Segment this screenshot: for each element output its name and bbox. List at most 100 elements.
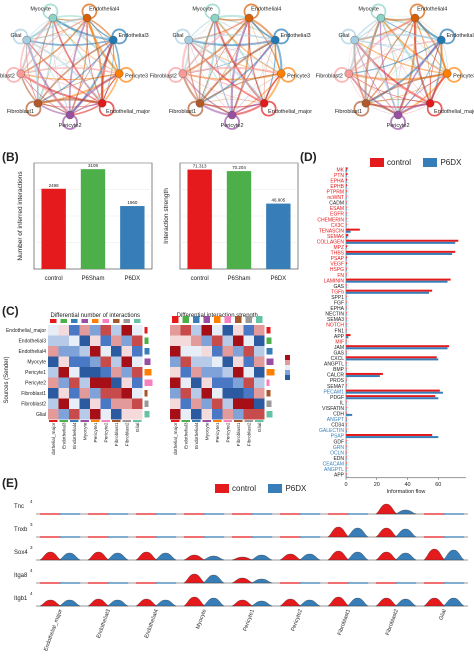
heatmap-cell: [212, 409, 223, 420]
network-node-label: Endothelial_major: [268, 109, 312, 115]
heatmap-cell: [222, 367, 233, 378]
network-edge: [25, 39, 71, 116]
heatmap-cell: [79, 325, 90, 336]
heatmap-cell: [69, 346, 80, 357]
heatmap-top-bar: [203, 316, 210, 323]
flow-bar-p6dx: [346, 203, 347, 205]
pathway-label: IL: [340, 400, 344, 406]
flow-bar-control: [346, 256, 347, 259]
flow-bar-control: [346, 273, 347, 276]
pathway-label: EPHA: [330, 306, 344, 312]
network-edge: [397, 17, 416, 116]
heatmap-cell: [191, 325, 202, 336]
heatmap-cell: [254, 325, 265, 336]
heatmap-cell: [222, 356, 233, 367]
heatmap-cell: [233, 388, 244, 399]
heatmap-top-bar: [245, 316, 252, 323]
legend-control: control: [387, 158, 412, 167]
heatmap-cell: [48, 409, 59, 420]
panel-c-letter: (C): [2, 304, 19, 318]
heatmap-cell: [201, 325, 212, 336]
pathway-label: BMP: [333, 367, 345, 373]
network-edge: [397, 39, 442, 116]
flow-bar-p6dx: [346, 197, 347, 200]
network-edge: [354, 39, 367, 104]
heatmap-cell: [254, 335, 265, 346]
flow-bar-control: [346, 328, 347, 331]
flow-bar-control: [346, 334, 351, 337]
network-node-label: Fibroblast2: [316, 73, 343, 79]
cluster-label: Endothelial_major: [43, 608, 64, 652]
bar-chart-ylabel: Number of inferred interactions: [17, 171, 24, 261]
pathway-label: PDGF: [330, 395, 344, 401]
network-node-label: Endothelial4: [89, 7, 119, 13]
flow-bar-p6dx: [346, 258, 347, 261]
heatmap-cell: [58, 377, 69, 388]
flow-bar-control: [346, 472, 347, 475]
heatmap-bottom-strip: [101, 420, 110, 422]
legend-p6dx-e: P6DX: [285, 484, 307, 493]
violin-shape: [202, 597, 225, 607]
flow-bar-control: [346, 200, 347, 203]
heatmap-cell: [111, 346, 122, 357]
heatmap-top-bar: [113, 319, 120, 323]
heatmap-cell: [100, 367, 111, 378]
heatmap-cell: [132, 388, 143, 399]
flow-bar-control: [346, 445, 347, 448]
network-edge: [348, 73, 431, 104]
heatmap-cell: [58, 367, 69, 378]
flow-bar-p6dx: [346, 186, 347, 189]
flow-bar-control: [346, 372, 383, 375]
panel-c: Sources (Sender) Differential number of i…: [0, 305, 300, 461]
network-node-label: Glial: [338, 33, 349, 39]
heatmap-cell: [100, 356, 111, 367]
pathway-label: MK: [337, 167, 345, 173]
flow-bar-control: [346, 456, 347, 459]
bar: [266, 203, 291, 269]
heatmap-cell: [69, 325, 80, 336]
bar-category-label: control: [45, 276, 63, 282]
flow-bar-control: [346, 384, 347, 387]
network-node-label: Pericyte2: [387, 123, 410, 129]
network-node: [178, 69, 187, 78]
network-edge: [347, 17, 416, 75]
bar: [41, 188, 66, 269]
network-node-label: Myocyte: [30, 7, 50, 13]
heatmap-top-bar: [193, 316, 200, 323]
heatmap-cell: [180, 367, 191, 378]
network-edge: [69, 39, 114, 116]
heatmap-cell: [132, 346, 143, 357]
flow-bar-control: [346, 284, 347, 287]
heatmap-cell: [121, 377, 132, 388]
heatmap-cell: [243, 346, 254, 357]
flow-bar-control: [346, 217, 347, 220]
heatmap-cell: [201, 335, 212, 346]
network-node-label: Endothelial3: [280, 33, 310, 39]
pathway-label: ANGPT: [327, 417, 344, 423]
flow-bar-p6dx: [346, 208, 347, 211]
network-edge: [354, 39, 448, 75]
gene-scale-label: 4: [30, 499, 33, 504]
heatmap-cell: [48, 377, 59, 388]
flow-bar-control: [346, 311, 347, 314]
network-edge: [199, 99, 265, 104]
bar-value-label: 46.905: [271, 198, 285, 203]
flow-bar-control: [346, 178, 348, 181]
heatmap-cell: [79, 335, 90, 346]
flow-bar-p6dx: [346, 175, 347, 178]
flow-bar-control: [346, 406, 347, 409]
network-edge: [188, 39, 282, 74]
heatmap-col-label: Pericyte2: [104, 422, 110, 442]
panel-a: Myocyte Endothelial4 Endothelial3 Pericyte3…: [0, 0, 474, 145]
gene-scale-label: 4: [30, 591, 33, 596]
pathway-label: APP: [334, 334, 345, 340]
heatmap-cell: [132, 377, 143, 388]
heatmap-side-bar: [144, 390, 148, 397]
violin-shape: [327, 550, 350, 561]
cluster-label: Endothelial3: [96, 609, 112, 640]
heatmap-cell: [180, 398, 191, 409]
violin-shape: [375, 597, 398, 607]
flow-bar-p6dx: [346, 347, 448, 350]
violin-shape: [231, 556, 253, 561]
network-node: [65, 110, 75, 120]
